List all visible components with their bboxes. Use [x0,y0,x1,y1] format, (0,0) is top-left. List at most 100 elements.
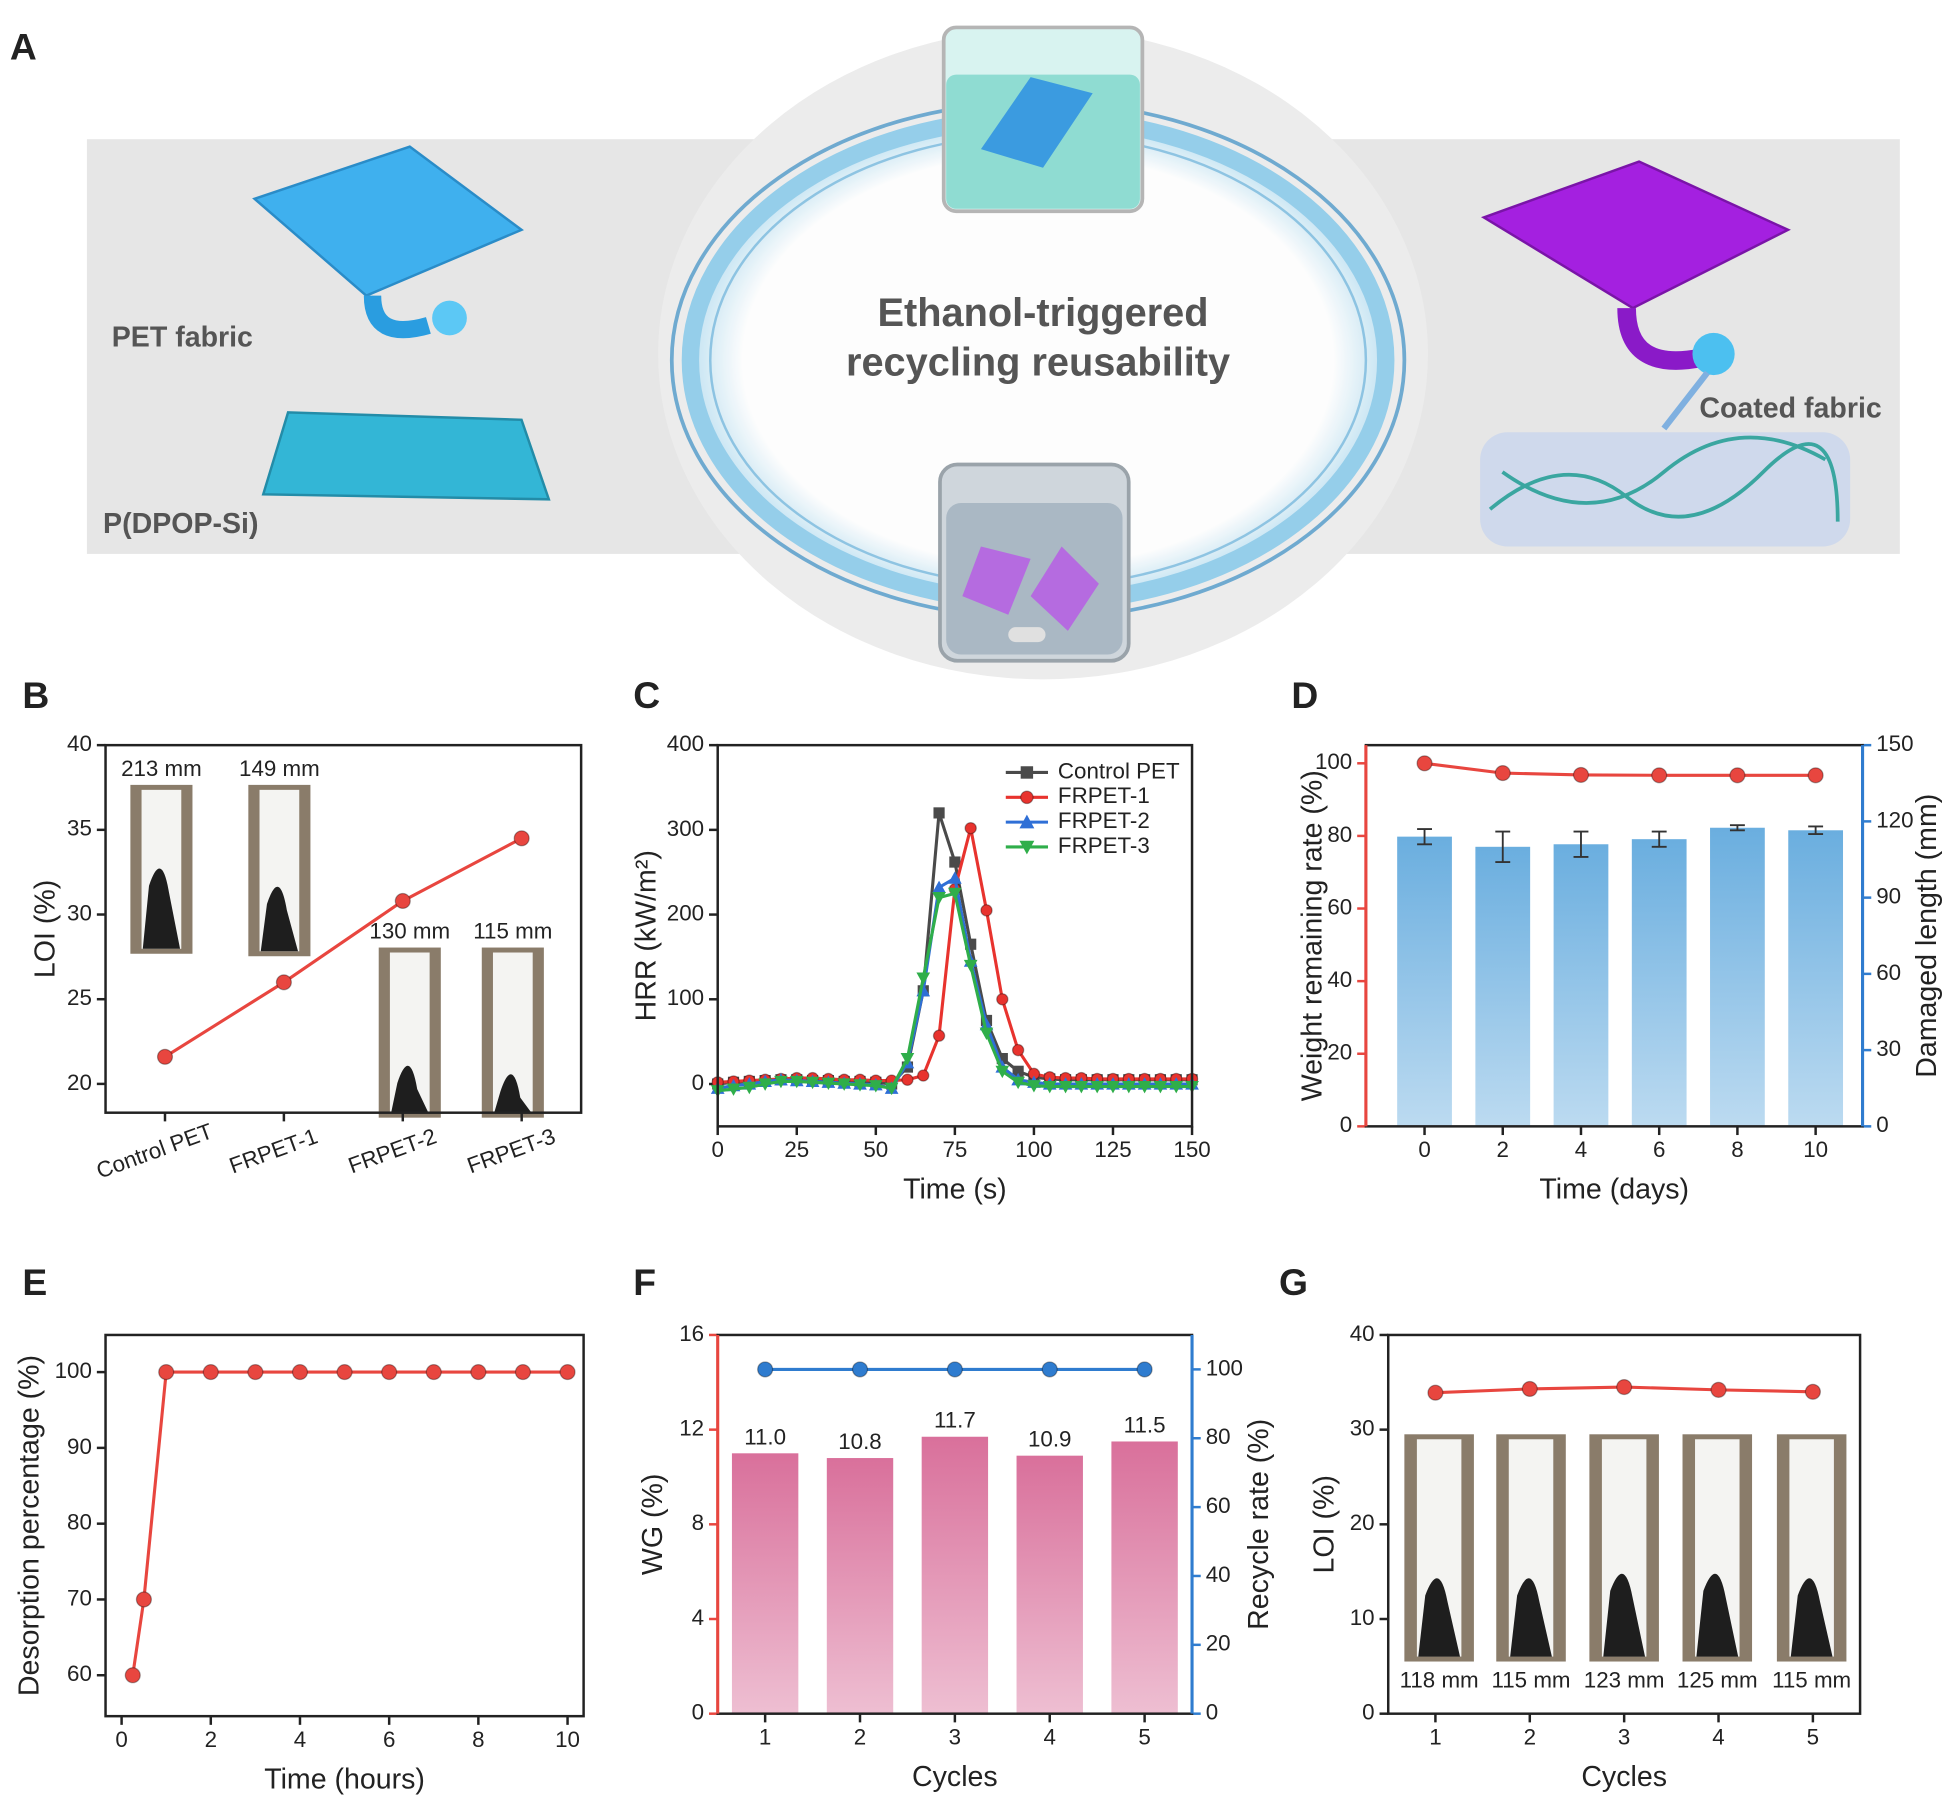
y-tick-label: 0 [1362,1700,1374,1725]
y-tick-label: 80 [1327,822,1352,847]
y-tick-label: 40 [1350,1321,1375,1346]
x-tick-label: 3 [1618,1724,1630,1749]
marker [156,1048,174,1065]
x-tick-label: 0 [711,1137,723,1162]
marker [1807,767,1824,784]
marker [1572,766,1590,783]
polymer-chain [1488,442,1840,522]
pet-fabric [252,145,524,298]
y-tick-label: 90 [67,1434,92,1459]
marker [381,1364,398,1381]
marker [901,1073,914,1086]
x-tick-label: 5 [1807,1724,1819,1749]
x-axis-label: Time (s) [903,1173,1007,1205]
marker [559,1364,576,1381]
x-tick-label: 3 [949,1724,961,1749]
marker [742,1081,757,1095]
y2-tick-label: 40 [1206,1562,1231,1587]
y2-tick-label: 0 [1876,1112,1888,1137]
x-axis-label: Time (days) [1539,1173,1689,1205]
y-tick-label: 20 [1327,1040,1352,1065]
annotation: 213 mm [121,756,202,781]
marker [1121,1080,1136,1094]
value-label: 11.7 [934,1408,976,1433]
photo-burn [1510,1578,1552,1657]
y-tick-label: 0 [1340,1112,1352,1137]
x-tick-label: 6 [1653,1137,1665,1162]
y-axis-label: HRR (kW/m²) [631,850,663,1021]
marker [851,1361,869,1378]
marker [996,1052,1008,1065]
annotation: 130 mm [369,919,450,944]
marker [1058,1080,1073,1094]
legend-label: Control PET [1058,758,1180,783]
y-tick-label: 12 [679,1416,704,1441]
y-tick-label: 8 [692,1510,704,1535]
marker [948,887,962,901]
marker [1616,1378,1633,1396]
marker [1106,1080,1120,1094]
legend-label: FRPET-3 [1058,833,1150,858]
value-label: 10.8 [838,1429,882,1454]
x-tick-label: 5 [1138,1724,1150,1749]
y-tick-label: 10 [1350,1605,1375,1630]
line [717,875,1193,1090]
y2-tick-label: 100 [1206,1355,1243,1380]
marker [1416,755,1433,772]
marker [336,1364,353,1381]
y-tick-label: 200 [667,900,704,925]
x-tick-label: FRPET-2 [345,1123,440,1178]
marker [1041,1361,1058,1378]
marker [853,1079,867,1092]
marker [1011,1076,1025,1090]
fiber [363,295,431,339]
marker [1651,767,1668,784]
marker [513,830,530,847]
marker [1136,1361,1153,1378]
marker [821,1077,836,1090]
center-title: Ethanol-triggered [878,291,1209,335]
x-tick-label: 1 [1429,1724,1441,1749]
label: PET fabric [112,322,253,354]
bar [1710,827,1765,1127]
marker [933,807,945,819]
marker [1804,1383,1821,1400]
marker [1521,1380,1538,1397]
marker [1169,1080,1184,1094]
marker [884,1082,899,1096]
y2-axis-label: Recycle rate (%) [1243,1419,1275,1630]
y-tick-label: 25 [67,985,92,1010]
marker [425,1364,442,1381]
photo-burn [1418,1578,1461,1657]
y-tick-label: 100 [1315,749,1352,774]
film [261,411,551,501]
y2-tick-label: 0 [1206,1700,1218,1725]
marker [965,938,977,950]
bar [1111,1441,1178,1714]
y-tick-label: 4 [692,1605,704,1630]
marker [394,892,411,910]
x-tick-label: 2 [1497,1137,1509,1162]
coated-fabric [1480,160,1791,310]
plot-frame [716,743,1194,1128]
marker [949,856,961,868]
x-tick-label: 6 [383,1727,395,1752]
y-tick-label: 40 [67,731,92,756]
value-label: 10.9 [1028,1427,1072,1452]
marker [964,821,977,835]
x-tick-label: 4 [1712,1724,1724,1749]
marker [514,1364,532,1381]
marker [202,1364,219,1381]
line [131,1370,568,1676]
legend-label: FRPET-2 [1058,808,1150,833]
y-tick-label: 80 [67,1510,92,1535]
fiber-end [432,300,467,336]
marker [980,904,993,917]
marker [1710,1381,1727,1398]
bar [826,1458,894,1714]
x-tick-label: 8 [472,1727,484,1752]
marker [932,880,946,894]
x-tick-label: 0 [115,1727,127,1752]
solution [946,503,1123,655]
y-tick-label: 20 [1350,1510,1375,1535]
